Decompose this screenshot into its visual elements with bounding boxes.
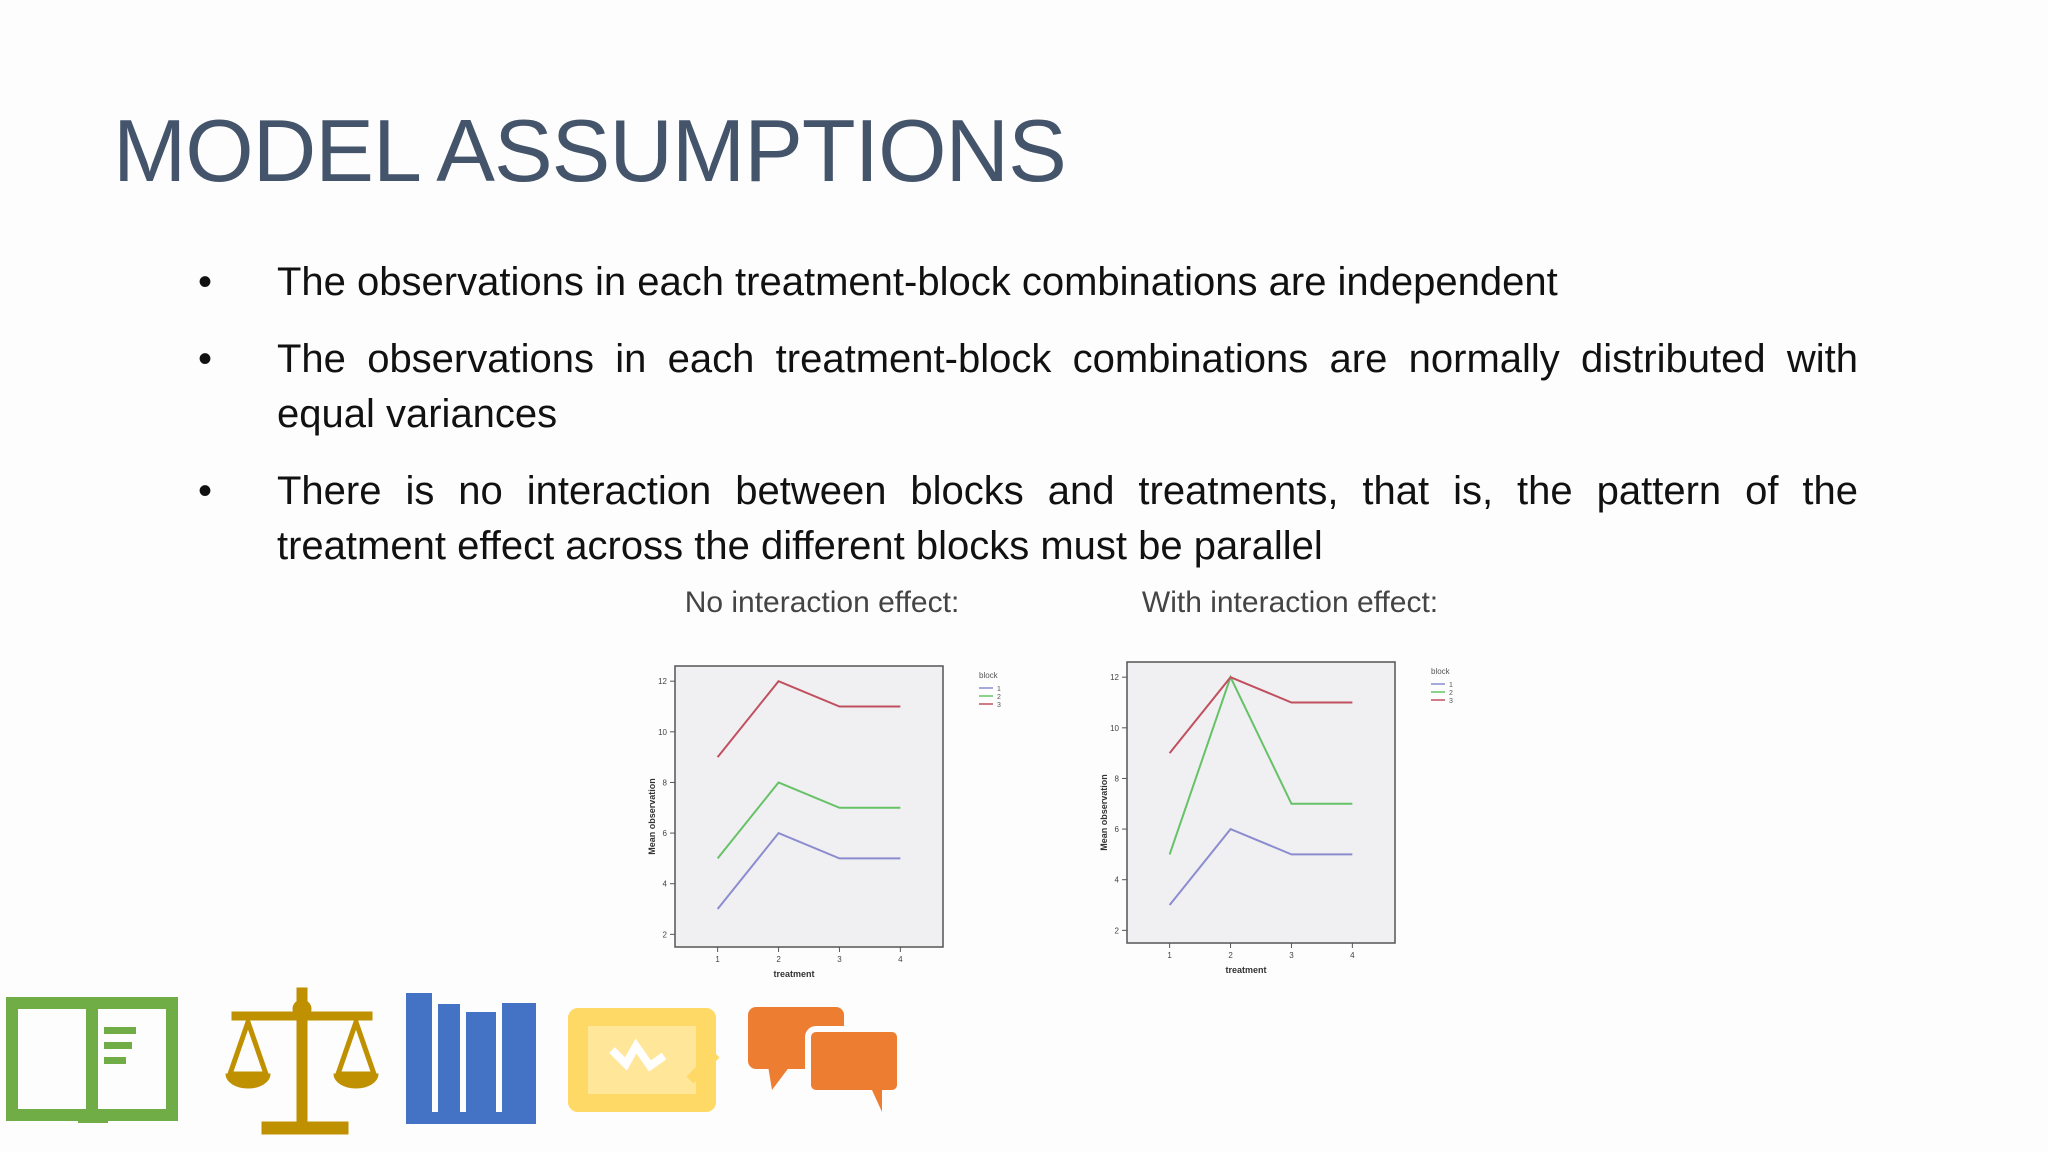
y-tick-label: 10 (658, 728, 667, 737)
y-tick-label: 6 (1115, 825, 1120, 834)
plot-area (674, 665, 944, 948)
x-tick-label: 4 (898, 955, 903, 964)
y-axis-label: Mean observation (647, 778, 657, 855)
plot-area (1126, 661, 1396, 944)
slide-title: MODEL ASSUMPTIONS (113, 101, 1067, 200)
x-tick-label: 3 (837, 955, 842, 964)
icon-chat (748, 1007, 903, 1112)
y-tick-label: 4 (663, 880, 668, 889)
chart-caption: With interaction effect: (1142, 586, 1438, 619)
series-line (1168, 674, 1353, 855)
y-tick-label: 8 (663, 778, 668, 787)
x-tick-label: 2 (1228, 951, 1233, 960)
x-tick-label: 1 (1167, 951, 1172, 960)
bullet: The observations in each treatment-block… (190, 255, 1858, 310)
y-tick-label: 6 (663, 829, 668, 838)
legend-label: 2 (1449, 690, 1453, 697)
bullet: There is no interaction between blocks a… (190, 464, 1858, 574)
chart-caption: No interaction effect: (685, 586, 960, 619)
series-line (716, 781, 901, 860)
bullet-list: The observations in each treatment-block… (190, 255, 1858, 596)
legend-label: 2 (997, 694, 1001, 701)
x-tick-label: 2 (776, 955, 781, 964)
x-axis-label: treatment (773, 969, 814, 979)
bullet: The observations in each treatment-block… (190, 332, 1858, 442)
legend-title: block (979, 671, 999, 680)
y-axis-label: Mean observation (1099, 774, 1109, 851)
icon-books (406, 993, 536, 1124)
legend-title: block (1431, 667, 1451, 676)
series-line (716, 831, 901, 910)
legend-label: 3 (1449, 698, 1453, 705)
legend-label: 3 (997, 702, 1001, 709)
series-line (1168, 827, 1353, 906)
y-tick-label: 2 (663, 930, 668, 939)
x-tick-label: 3 (1289, 951, 1294, 960)
icon-scales (225, 987, 379, 1135)
y-tick-label: 12 (658, 677, 667, 686)
icon-whiteboard (568, 1008, 720, 1112)
x-tick-label: 1 (715, 955, 720, 964)
icon-book (6, 997, 178, 1123)
legend-label: 1 (1449, 682, 1453, 689)
x-tick-label: 4 (1350, 951, 1355, 960)
y-tick-label: 4 (1115, 876, 1120, 885)
legend-label: 1 (997, 686, 1001, 693)
y-tick-label: 2 (1115, 926, 1120, 935)
y-tick-label: 8 (1115, 774, 1120, 783)
y-tick-label: 12 (1110, 673, 1119, 682)
series-line (1168, 675, 1353, 754)
series-line (716, 679, 901, 758)
x-axis-label: treatment (1225, 965, 1266, 975)
y-tick-label: 10 (1110, 724, 1119, 733)
